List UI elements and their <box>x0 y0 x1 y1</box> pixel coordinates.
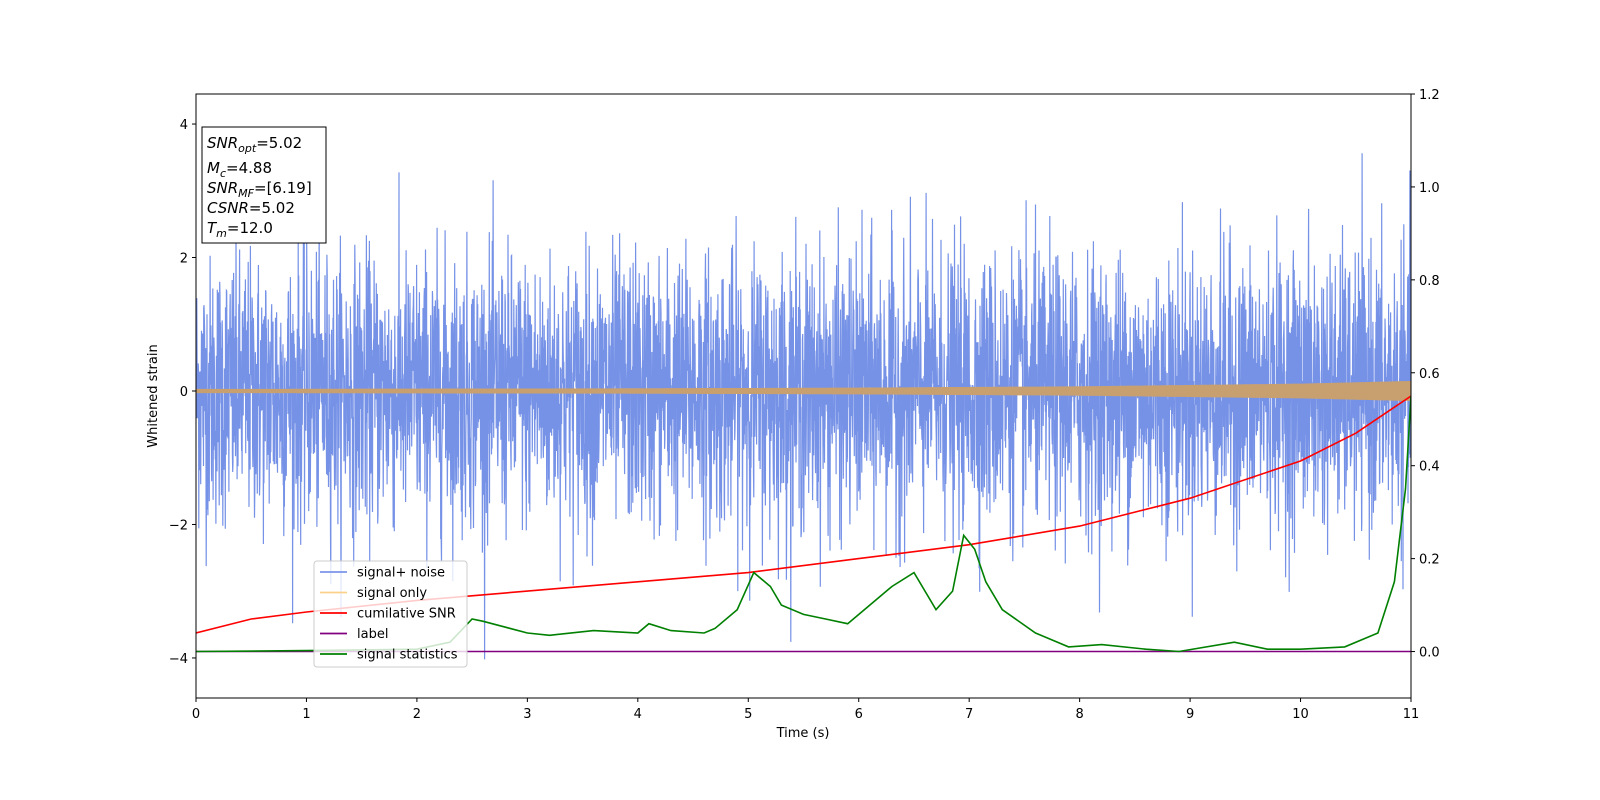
signal-statistics-line <box>196 395 1411 653</box>
plot-frame <box>195 93 1412 699</box>
stats-line: SNRMF=[6.19] <box>207 179 312 200</box>
x-tick-label: 11 <box>1403 707 1420 722</box>
y-tick-label-right: 1.0 <box>1419 181 1440 196</box>
y-tick-label-right: 0.6 <box>1419 367 1440 382</box>
y-tick-label-right: 0.4 <box>1419 460 1440 475</box>
stats-line: Tm=12.0 <box>207 219 273 240</box>
legend: signal+ noise signal only cumilative SNR la… <box>313 560 468 668</box>
legend-label: signal statistics <box>357 648 458 663</box>
y-tick-label-left: 2 <box>180 252 188 267</box>
stats-line: SNRopt=5.02 <box>207 134 302 155</box>
x-tick-label: 2 <box>413 707 421 722</box>
stats-line: Mc=4.88 <box>207 159 272 180</box>
y-tick-label-left: 4 <box>180 118 188 133</box>
x-tick-label: 1 <box>302 707 310 722</box>
x-tick-label: 9 <box>1186 707 1194 722</box>
legend-label: signal only <box>357 586 427 601</box>
legend-frame <box>313 560 468 668</box>
y-tick-label-right: 1.2 <box>1419 88 1440 103</box>
x-axis-label: Time (s) <box>776 726 830 741</box>
legend-label: cumilative SNR <box>357 607 456 622</box>
x-axis: 0 1 2 3 4 5 6 7 8 9 10 11 <box>192 698 1419 722</box>
x-tick-label: 8 <box>1075 707 1083 722</box>
y-axis-left: −4 −2 0 2 4 <box>169 118 196 667</box>
y-tick-label-left: −4 <box>169 652 188 667</box>
y-tick-label-right: 0.2 <box>1419 553 1440 568</box>
x-tick-label: 10 <box>1292 707 1309 722</box>
x-tick-label: 3 <box>523 707 531 722</box>
x-tick-label: 6 <box>855 707 863 722</box>
y-tick-label-left: 0 <box>180 385 188 400</box>
y-axis-label: Whitened strain <box>146 344 161 447</box>
signal-only-line <box>196 380 1411 402</box>
x-tick-label: 7 <box>965 707 973 722</box>
legend-label: label <box>357 627 388 642</box>
y-axis-right: 0.0 0.2 0.4 0.6 0.8 1.0 1.2 <box>1411 88 1440 661</box>
y-tick-label-right: 0.8 <box>1419 274 1440 289</box>
series-signal-statistics <box>196 395 1411 653</box>
series-signal-only <box>196 380 1411 402</box>
stats-line: CSNR=5.02 <box>207 199 295 217</box>
legend-label: signal+ noise <box>357 566 445 581</box>
y-tick-label-left: −2 <box>169 518 188 533</box>
x-tick-label: 5 <box>744 707 752 722</box>
x-tick-label: 4 <box>634 707 642 722</box>
stats-box-frame <box>201 126 327 244</box>
y-tick-label-right: 0.0 <box>1419 646 1440 661</box>
x-tick-label: 0 <box>192 707 200 722</box>
